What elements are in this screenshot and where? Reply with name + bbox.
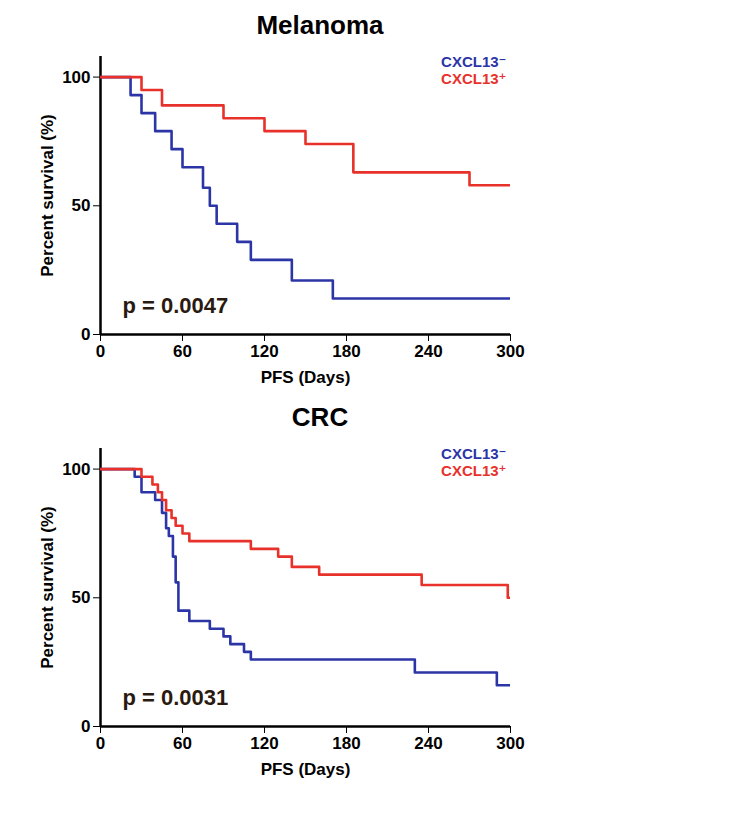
svg-text:60: 60 (173, 342, 192, 361)
svg-text:50: 50 (72, 196, 91, 215)
html-text:Melanoma: Melanoma (256, 10, 384, 40)
svg-text:50: 50 (72, 588, 91, 607)
svg-text:0: 0 (96, 342, 105, 361)
svg-text:100: 100 (62, 68, 90, 87)
svg-text:180: 180 (332, 734, 360, 753)
svg-text:p = 0.0031: p = 0.0031 (123, 685, 229, 710)
svg-text:300: 300 (496, 734, 524, 753)
svg-text:PFS (Days): PFS (Days) (261, 368, 351, 387)
svg-text:PFS (Days): PFS (Days) (261, 760, 351, 779)
svg-text:240: 240 (414, 342, 442, 361)
svg-text:0: 0 (81, 717, 90, 736)
svg-text:CXCL13⁺: CXCL13⁺ (441, 70, 506, 87)
html-text:CRC: CRC (291, 402, 349, 432)
svg-text:Percent survival (%): Percent survival (%) (38, 506, 57, 669)
svg-text:240: 240 (414, 734, 442, 753)
svg-text:0: 0 (96, 734, 105, 753)
svg-text:300: 300 (496, 342, 524, 361)
svg-text:CXCL13⁺: CXCL13⁺ (441, 462, 506, 479)
svg-text:120: 120 (250, 734, 278, 753)
svg-text:CXCL13⁻: CXCL13⁻ (441, 53, 506, 70)
svg-text:Percent survival (%): Percent survival (%) (38, 114, 57, 277)
svg-text:120: 120 (250, 342, 278, 361)
svg-text:60: 60 (173, 734, 192, 753)
svg-text:p = 0.0047: p = 0.0047 (123, 293, 229, 318)
svg-text:0: 0 (81, 325, 90, 344)
svg-text:100: 100 (62, 460, 90, 479)
svg-text:180: 180 (332, 342, 360, 361)
svg-text:CXCL13⁻: CXCL13⁻ (441, 445, 506, 462)
